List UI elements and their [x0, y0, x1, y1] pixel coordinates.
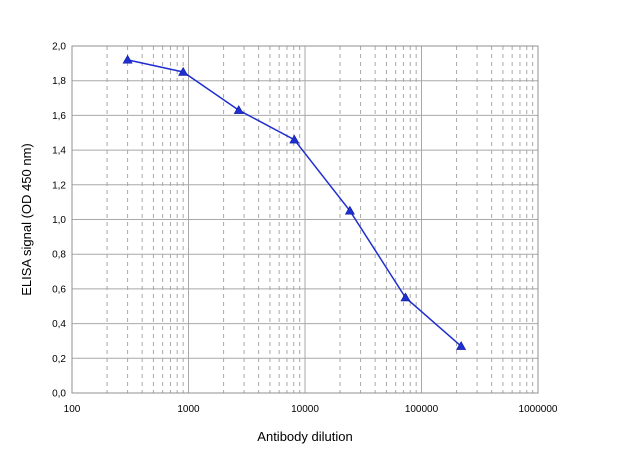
- data-point: [178, 66, 189, 76]
- y-tick-label: 1,8: [52, 76, 66, 87]
- tick-labels: 0,0 0,2 0,4 0,6 0,8 1,0 1,2 1,4 1,6 1,8 2,0 100 1000…: [52, 42, 558, 416]
- x-tick-label: 100000: [405, 404, 439, 415]
- y-tick-label: 1,4: [52, 146, 66, 157]
- data-point: [456, 341, 467, 350]
- y-axis-title: ELISA signal (OD 450 nm): [19, 143, 34, 295]
- y-tick-label: 0,8: [52, 250, 66, 261]
- x-tick-label: 10000: [291, 404, 319, 415]
- y-tick-label: 1,0: [52, 215, 66, 226]
- y-tick-label: 0,6: [52, 284, 66, 295]
- x-tick-label: 1000000: [519, 404, 558, 415]
- y-tick-label: 0,0: [52, 389, 66, 400]
- plot-frame: [71, 45, 539, 394]
- data-point: [289, 134, 300, 144]
- data-series: [122, 54, 467, 350]
- data-point: [344, 205, 355, 215]
- grid-lines: [72, 46, 538, 393]
- y-tick-label: 1,6: [52, 111, 66, 122]
- data-point: [233, 105, 244, 114]
- x-tick-label: 100: [64, 404, 81, 415]
- y-tick-label: 2,0: [52, 42, 66, 53]
- x-axis-title: Antibody dilution: [257, 429, 352, 444]
- data-point: [400, 292, 411, 302]
- data-point: [122, 54, 133, 64]
- y-tick-label: 0,2: [52, 354, 66, 365]
- y-tick-label: 0,4: [52, 319, 66, 330]
- y-tick-label: 1,2: [52, 180, 66, 191]
- x-tick-label: 1000: [177, 404, 200, 415]
